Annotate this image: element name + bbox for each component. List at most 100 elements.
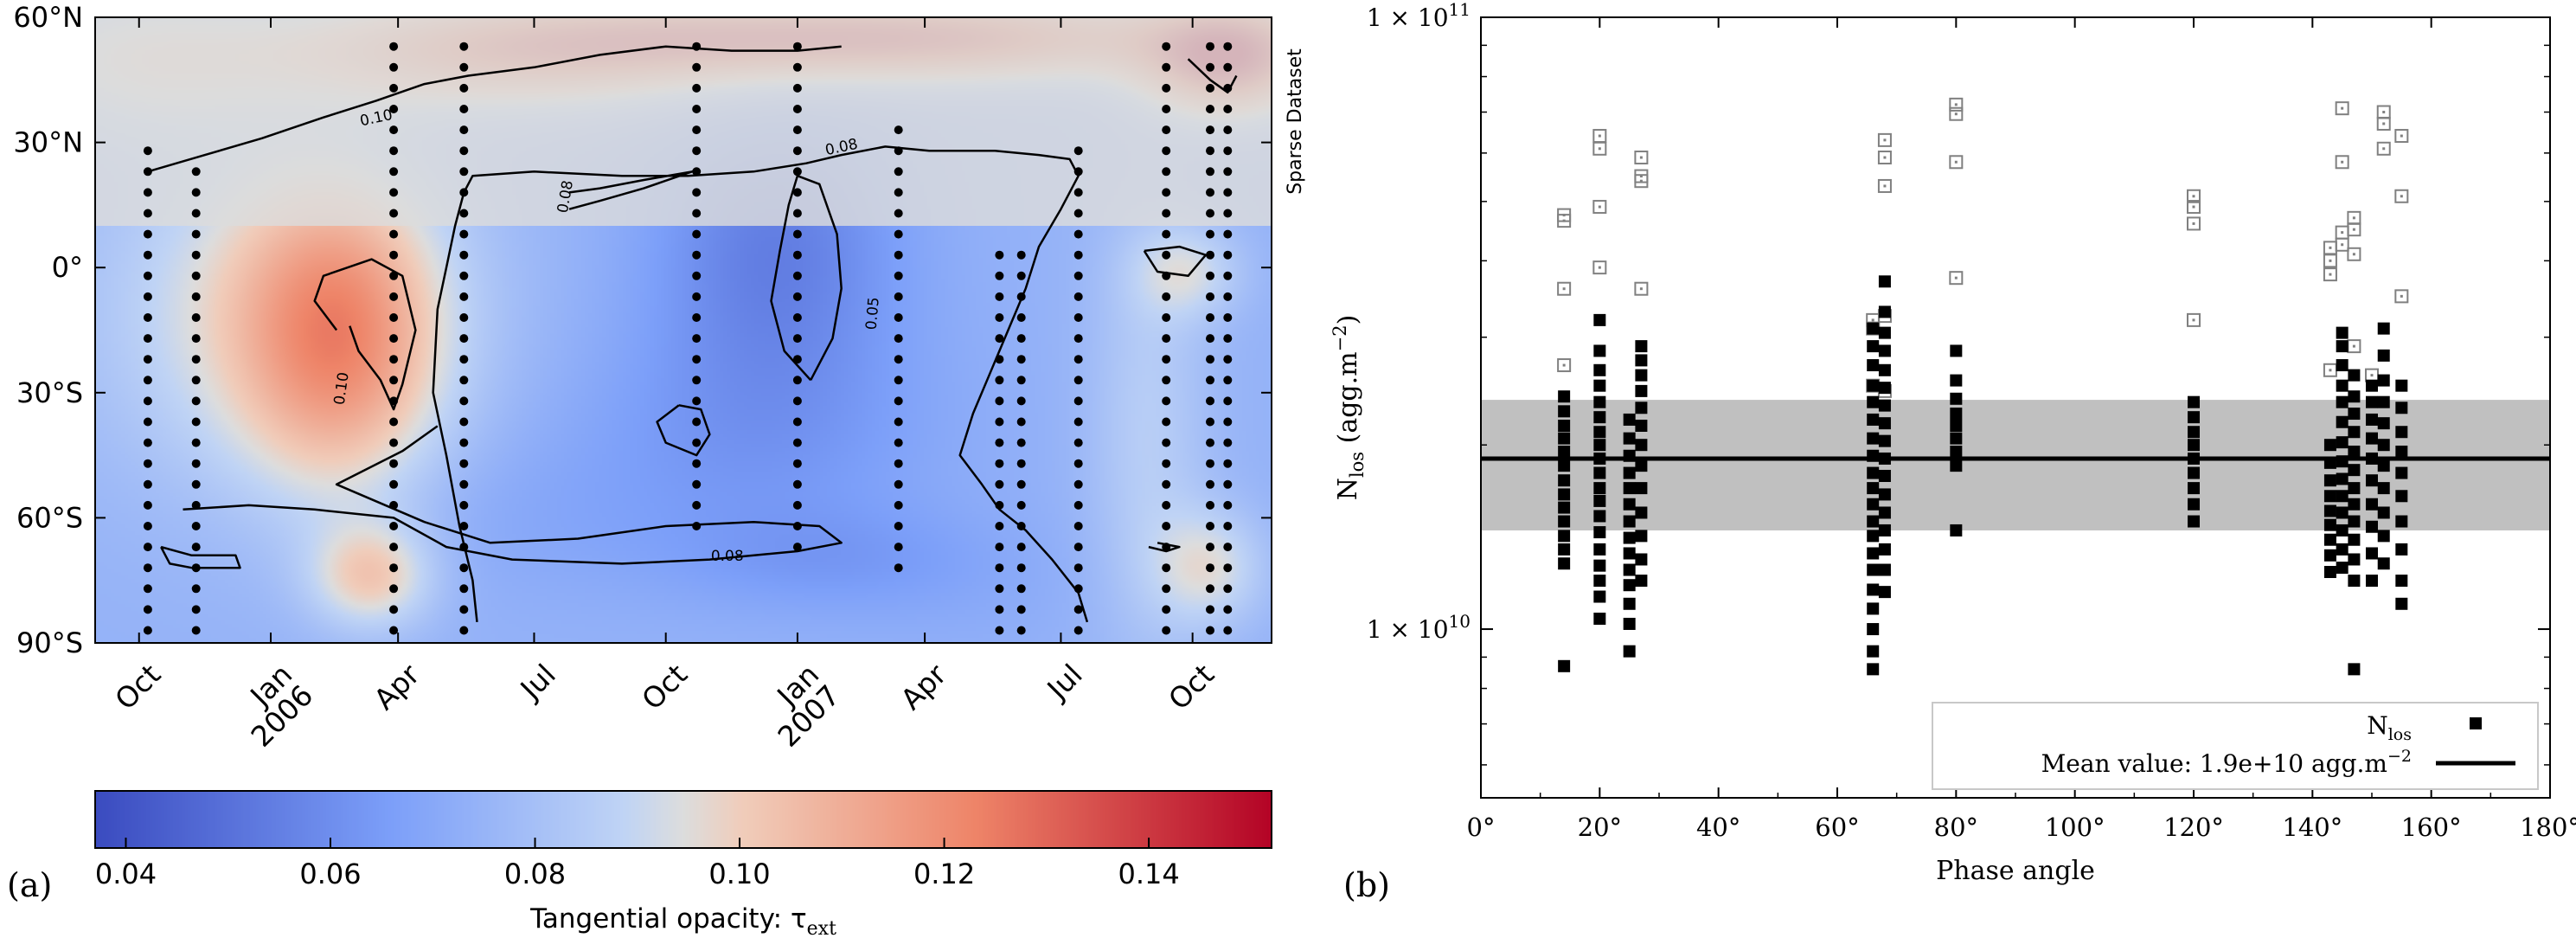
legend: Nlos Mean value: 1.9e+10 agg.m−2 <box>1932 702 2539 790</box>
observation-dot <box>1162 229 1171 239</box>
nlos-point-29 <box>1593 379 1606 392</box>
observation-dot <box>692 229 702 239</box>
observation-dot <box>143 438 152 447</box>
observation-dot <box>692 105 702 113</box>
y-tick-label-a-1: 30°N <box>13 126 83 159</box>
nlos-point-1 <box>1558 557 1571 570</box>
sparse-point-44 <box>2394 289 2409 304</box>
nlos-point-64 <box>1867 583 1880 596</box>
observation-column-0 <box>143 146 152 635</box>
nlos-point-28 <box>1593 395 1606 408</box>
observation-dot <box>995 626 1004 635</box>
observation-dot <box>995 438 1004 447</box>
nlos-point-25 <box>1593 439 1606 452</box>
nlos-point-104 <box>1950 374 1963 387</box>
observation-dot <box>389 522 399 530</box>
observation-dot <box>1073 271 1083 280</box>
observation-dot <box>1223 376 1233 385</box>
observation-dot <box>1016 292 1026 301</box>
sparse-point-40 <box>2365 368 2379 382</box>
observation-dot <box>1206 292 1214 301</box>
observation-dot <box>1162 438 1171 447</box>
nlos-point-12 <box>1558 405 1571 418</box>
nlos-point-181 <box>2395 379 2408 392</box>
observation-dot <box>894 292 903 301</box>
observation-dot <box>459 42 469 51</box>
x-tick-label-a-4: Oct <box>635 658 694 716</box>
sparse-point-17 <box>1877 178 1892 193</box>
x-tick-label-b-6: 120° <box>2163 813 2224 842</box>
observation-dot <box>459 313 469 322</box>
observation-dot <box>894 459 903 468</box>
nlos-point-126 <box>2336 524 2349 536</box>
sparse-point-42 <box>2376 116 2391 131</box>
observation-dot <box>1162 250 1171 260</box>
x-tick-label-a-7: Jul <box>1040 658 1089 707</box>
observation-dot <box>894 146 903 156</box>
nlos-point-147 <box>2348 426 2361 439</box>
observation-dot <box>389 83 399 93</box>
observation-dot <box>894 250 903 260</box>
nlos-point-178 <box>2395 445 2408 458</box>
nlos-point-2 <box>1558 543 1571 556</box>
nlos-point-168 <box>2377 395 2390 408</box>
observation-dot <box>894 438 903 447</box>
observation-dot <box>995 355 1004 364</box>
nlos-point-123 <box>2323 439 2336 452</box>
observation-dot <box>692 83 702 93</box>
nlos-point-128 <box>2336 490 2349 503</box>
nlos-point-38 <box>1623 547 1636 560</box>
nlos-point-138 <box>2348 663 2361 676</box>
nlos-point-22 <box>1593 482 1606 495</box>
observation-dot <box>1223 250 1233 260</box>
colorbar-tick-label-1: 0.06 <box>299 858 361 890</box>
observation-dot <box>1016 334 1026 344</box>
observation-dot <box>1073 500 1083 510</box>
observation-dot <box>692 522 702 530</box>
observation-dot <box>389 146 399 156</box>
observation-dot <box>389 229 399 239</box>
nlos-point-145 <box>2348 464 2361 477</box>
observation-dot <box>191 376 201 385</box>
nlos-point-96 <box>1878 275 1891 288</box>
observation-dot <box>1073 438 1083 447</box>
observation-dot <box>389 396 399 406</box>
nlos-point-167 <box>2377 417 2390 430</box>
sparse-point-43 <box>2376 105 2391 119</box>
nlos-point-149 <box>2348 390 2361 403</box>
observation-dot <box>894 522 903 530</box>
observation-dot <box>1206 209 1214 218</box>
observation-dot <box>1206 334 1214 344</box>
nlos-point-72 <box>1867 449 1880 462</box>
observation-dot <box>1073 417 1083 427</box>
observation-dot <box>792 229 802 239</box>
observation-dot <box>1162 563 1171 573</box>
observation-dot <box>995 543 1004 552</box>
nlos-point-82 <box>1878 543 1891 556</box>
nlos-point-129 <box>2336 472 2349 485</box>
nlos-point-156 <box>2366 452 2378 465</box>
nlos-point-39 <box>1623 531 1636 544</box>
observation-dot <box>995 479 1004 489</box>
observation-dot <box>894 355 903 364</box>
observation-dot <box>143 167 152 177</box>
sparse-point-41 <box>2376 141 2391 156</box>
colorbar-ticks: 0.04 0.06 0.08 0.10 0.12 0.14 <box>95 838 1180 890</box>
nlos-point-134 <box>2336 379 2349 392</box>
observation-dot <box>191 626 201 635</box>
nlos-point-95 <box>1878 305 1891 318</box>
sparse-point-18 <box>1877 151 1892 165</box>
observation-dot <box>143 209 152 218</box>
observation-dot <box>692 209 702 218</box>
observation-dot <box>389 605 399 614</box>
observation-dot <box>1206 626 1214 635</box>
nlos-point-15 <box>1593 590 1606 603</box>
colorbar-tick-label-5: 0.14 <box>1118 858 1179 890</box>
observation-dot <box>1073 396 1083 406</box>
observation-dot <box>191 250 201 260</box>
nlos-point-9 <box>1558 445 1571 458</box>
observation-dot <box>1162 292 1171 301</box>
observation-dot <box>143 626 152 635</box>
contour-line-5 <box>568 170 694 210</box>
